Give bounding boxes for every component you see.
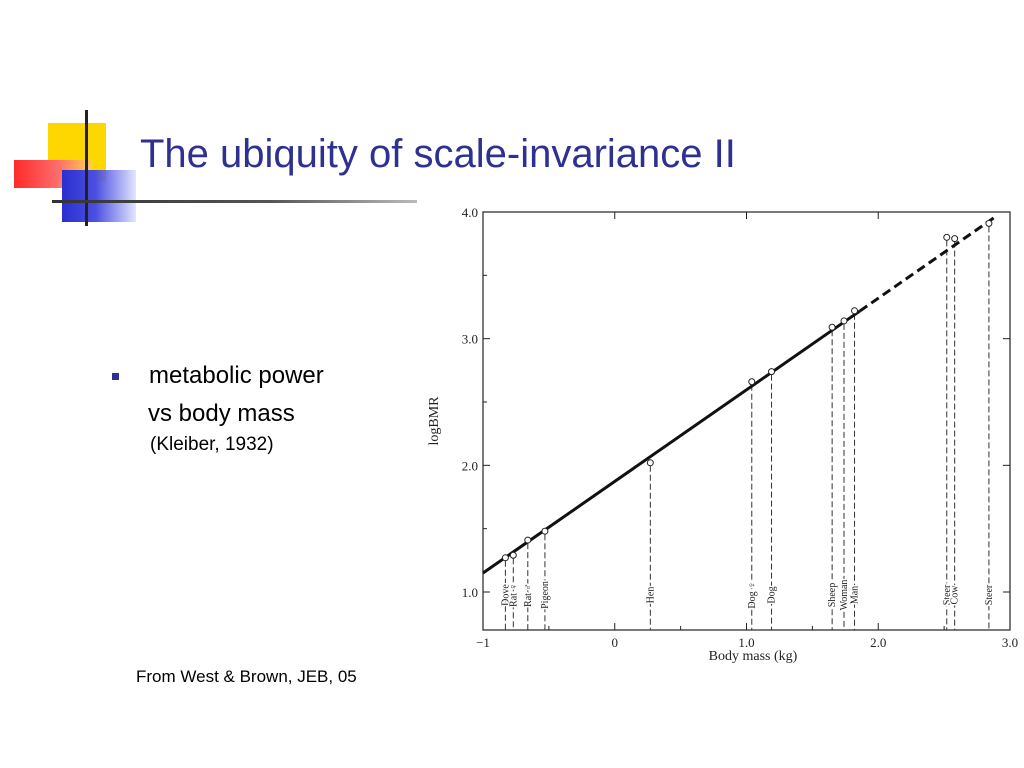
- y-tick-label: 3.0: [462, 332, 478, 347]
- plot-frame: [482, 211, 1011, 631]
- x-axis-label: Body mass (kg): [709, 649, 798, 664]
- data-point: [943, 233, 951, 241]
- y-tick-label: 2.0: [462, 458, 478, 473]
- source-note: From West & Brown, JEB, 05: [136, 667, 357, 686]
- bullet-square-icon: [112, 373, 119, 380]
- point-label: Dog ♀: [747, 581, 758, 608]
- point-label: Woman: [839, 580, 850, 611]
- fit-line-dashed: [858, 214, 998, 313]
- point-label: Hen: [645, 587, 656, 604]
- point-label: Dove: [500, 584, 511, 606]
- data-point: [840, 317, 848, 325]
- x-tick-label: 1.0: [738, 635, 754, 650]
- drop-lines: [504, 226, 990, 630]
- point-label: Rat ♀: [508, 583, 519, 607]
- point-label: Sheep: [827, 583, 838, 607]
- data-point: [985, 219, 993, 227]
- slide-title: The ubiquity of scale-invariance II: [140, 132, 736, 176]
- title-underline: [52, 200, 417, 203]
- point-label: Steer: [942, 584, 953, 605]
- data-point: [851, 307, 859, 315]
- data-point: [501, 554, 509, 562]
- point-label: Rat ♂: [523, 583, 534, 607]
- point-label: Dog: [767, 586, 778, 603]
- y-tick-label: 1.0: [462, 585, 478, 600]
- x-tick-label: −1: [476, 635, 490, 650]
- data-point: [509, 551, 517, 559]
- bullet-continuation: vs body mass: [148, 400, 295, 427]
- x-tick-label: 2.0: [870, 635, 886, 650]
- point-label: Cow: [950, 585, 961, 605]
- citation: (Kleiber, 1932): [150, 434, 274, 455]
- deco-blue-square: [62, 170, 136, 222]
- y-axis-label: logBMR: [427, 396, 442, 446]
- data-point: [524, 536, 532, 544]
- fit-line-solid: [482, 309, 861, 575]
- x-tick-label: 3.0: [1002, 635, 1018, 650]
- data-point: [541, 527, 549, 535]
- deco-vertical-line: [85, 110, 88, 226]
- point-label: Pigeon: [540, 581, 551, 609]
- axis-ticks: −1 0 1.0 2.0 3.0 1.0 2.0 3.0 4.0: [462, 205, 1018, 650]
- point-label: Steer: [984, 584, 995, 605]
- y-tick-label: 4.0: [462, 205, 478, 220]
- data-point: [768, 368, 776, 376]
- point-label: Man: [850, 586, 861, 604]
- data-point: [828, 323, 836, 331]
- bullet-text: metabolic power: [149, 362, 324, 389]
- data-points: [501, 219, 993, 562]
- x-tick-label: 0: [612, 635, 619, 650]
- data-point: [748, 378, 756, 386]
- data-point: [951, 235, 959, 243]
- data-point: [646, 459, 654, 467]
